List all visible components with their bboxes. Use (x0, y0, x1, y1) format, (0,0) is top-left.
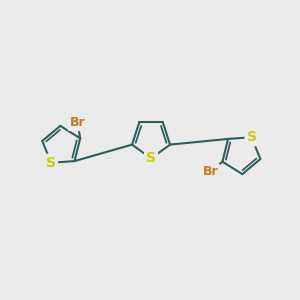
Text: S: S (247, 130, 256, 144)
Text: Br: Br (202, 165, 218, 178)
Text: S: S (146, 152, 156, 165)
Text: Br: Br (70, 116, 85, 129)
Text: S: S (46, 156, 56, 170)
